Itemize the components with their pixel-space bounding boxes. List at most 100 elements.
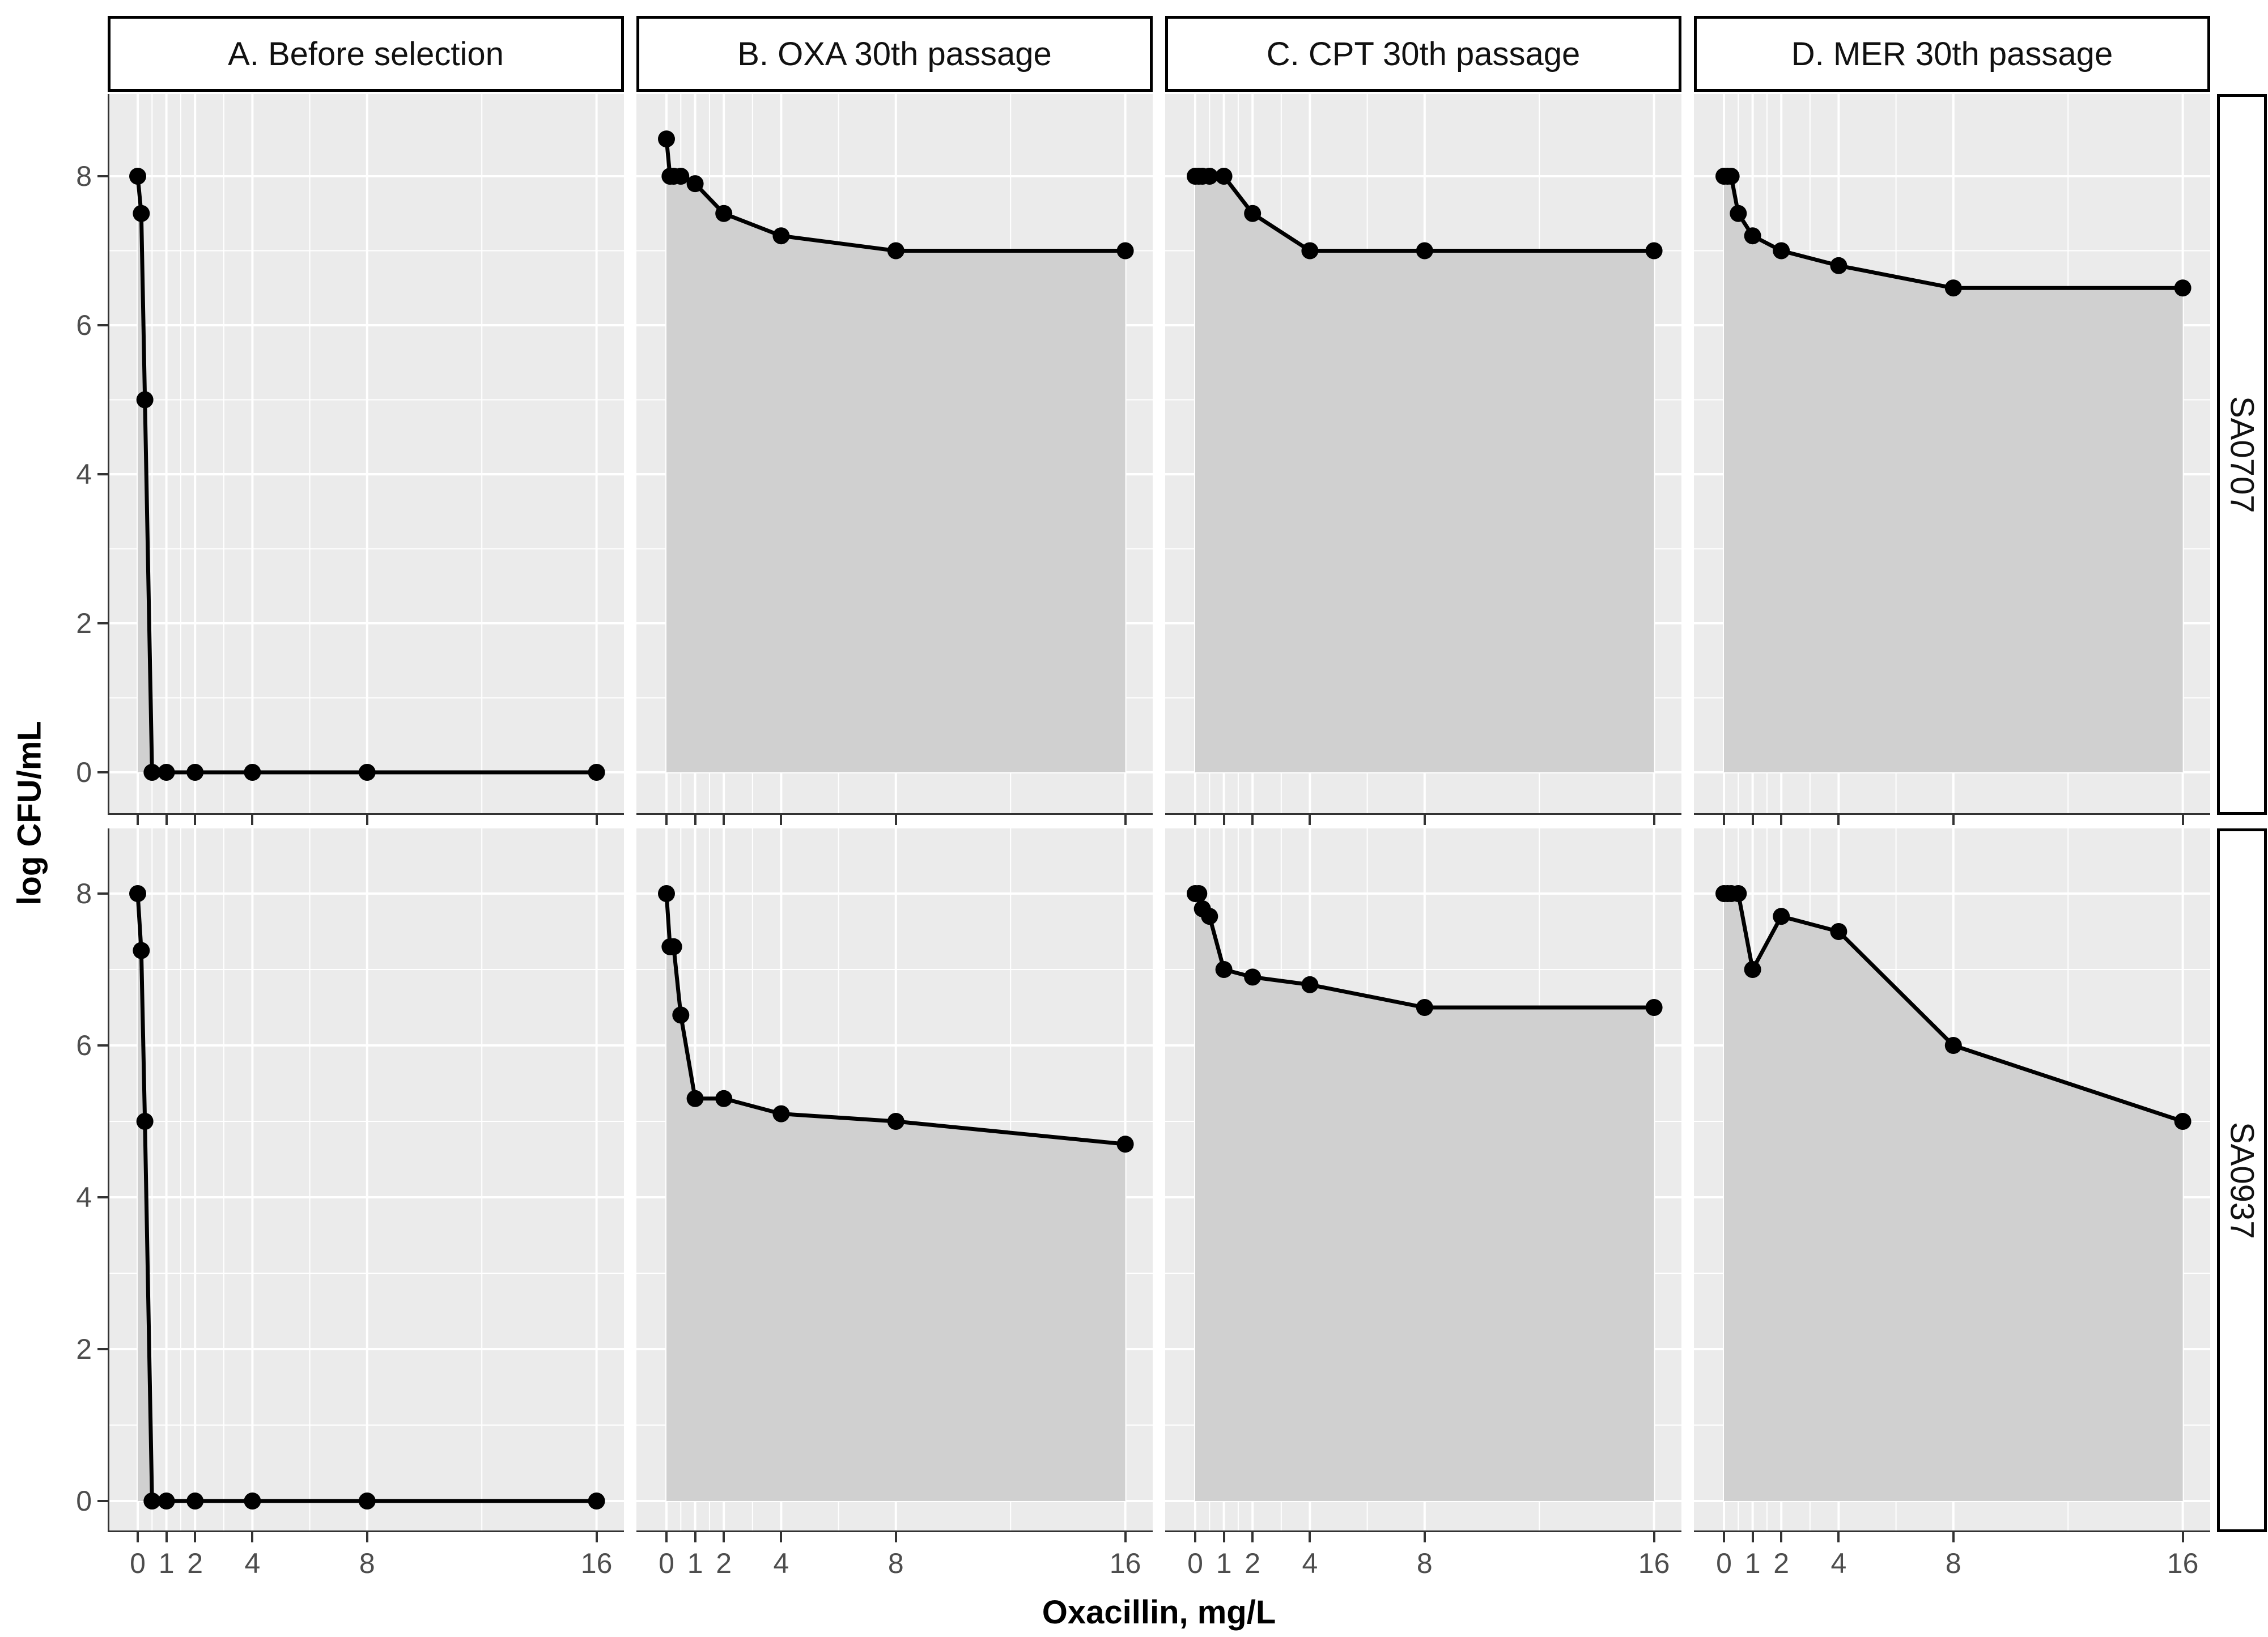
y-tick-label: 4 bbox=[76, 1181, 92, 1213]
data-point bbox=[133, 942, 150, 959]
x-tick-label: 4 bbox=[244, 1547, 261, 1579]
x-tickmark bbox=[1222, 1532, 1225, 1542]
data-point bbox=[186, 764, 204, 781]
data-point bbox=[658, 885, 675, 902]
data-point bbox=[1215, 168, 1233, 185]
x-tickmark bbox=[1194, 1532, 1196, 1542]
x-tickmark bbox=[665, 1532, 668, 1542]
x-tickmark bbox=[165, 1532, 168, 1542]
data-point bbox=[665, 938, 682, 955]
y-tickmark bbox=[97, 1500, 108, 1502]
data-point bbox=[1116, 242, 1134, 260]
x-tickmark bbox=[694, 815, 696, 825]
x-tickmark bbox=[1653, 815, 1655, 825]
panel-SA0707-col1 bbox=[108, 94, 624, 815]
x-tick-label: 8 bbox=[887, 1547, 904, 1579]
data-point bbox=[1244, 205, 1262, 222]
x-tick-label: 2 bbox=[187, 1547, 203, 1579]
x-tick-label: 8 bbox=[359, 1547, 375, 1579]
x-tickmark bbox=[1952, 1532, 1955, 1542]
x-tick-label: 16 bbox=[580, 1547, 613, 1579]
panel-SA0937-col4 bbox=[1694, 828, 2210, 1532]
data-point bbox=[1416, 999, 1433, 1016]
area-under-curve bbox=[1195, 176, 1654, 772]
x-axis-line bbox=[1694, 813, 2210, 815]
x-tickmark bbox=[1423, 1532, 1426, 1542]
data-point bbox=[1201, 908, 1218, 925]
facet-strip-col-label: A. Before selection bbox=[228, 35, 504, 73]
data-point bbox=[2174, 1113, 2191, 1130]
panel-plot-area bbox=[1694, 828, 2210, 1532]
x-tick-label: 4 bbox=[773, 1547, 789, 1579]
data-point bbox=[1944, 1037, 1962, 1054]
x-tickmark bbox=[1837, 1532, 1840, 1542]
data-point bbox=[1116, 1136, 1134, 1153]
data-point bbox=[136, 391, 154, 409]
data-point bbox=[1201, 168, 1218, 185]
x-tickmark bbox=[1751, 1532, 1754, 1542]
data-point bbox=[1416, 242, 1433, 260]
y-tick-label: 0 bbox=[76, 756, 92, 788]
x-tickmark bbox=[694, 1532, 696, 1542]
panel-plot-area bbox=[1165, 828, 1681, 1532]
facet-strip-col-4: D. MER 30th passage bbox=[1694, 16, 2210, 92]
x-tickmark bbox=[366, 815, 368, 825]
x-tick-label: 1 bbox=[158, 1547, 175, 1579]
panel-plot-area bbox=[636, 828, 1153, 1532]
panel-SA0937-col2 bbox=[636, 828, 1153, 1532]
panel-plot-area bbox=[636, 94, 1153, 815]
area-under-curve bbox=[1724, 176, 2183, 772]
x-tickmark bbox=[1309, 815, 1311, 825]
x-tick-label: 1 bbox=[687, 1547, 703, 1579]
panel-SA0707-col3 bbox=[1165, 94, 1681, 815]
data-point bbox=[715, 205, 733, 222]
data-point bbox=[887, 242, 904, 260]
x-tick-label: 0 bbox=[130, 1547, 146, 1579]
facet-strip-col-3: C. CPT 30th passage bbox=[1165, 16, 1681, 92]
x-axis-title: Oxacillin, mg/L bbox=[1042, 1594, 1276, 1631]
data-point bbox=[143, 764, 161, 781]
x-tickmark bbox=[194, 1532, 197, 1542]
x-axis-line bbox=[1165, 1530, 1681, 1532]
data-point bbox=[358, 1493, 376, 1510]
x-tickmark bbox=[595, 815, 598, 825]
y-tickmark bbox=[97, 1348, 108, 1350]
x-tickmark bbox=[780, 815, 783, 825]
data-point bbox=[715, 1090, 733, 1107]
x-tick-label: 16 bbox=[1109, 1547, 1141, 1579]
facet-strip-col-label: B. OXA 30th passage bbox=[737, 35, 1052, 73]
facet-strip-col-label: C. CPT 30th passage bbox=[1266, 35, 1581, 73]
data-point bbox=[158, 764, 175, 781]
data-point bbox=[1744, 227, 1761, 245]
x-tick-label: 2 bbox=[1245, 1547, 1261, 1579]
data-point bbox=[1645, 999, 1663, 1016]
data-point bbox=[588, 1493, 605, 1510]
x-axis-line bbox=[1694, 1530, 2210, 1532]
data-point bbox=[772, 227, 790, 245]
x-tickmark bbox=[1124, 1532, 1127, 1542]
y-tickmark bbox=[97, 324, 108, 326]
x-tickmark bbox=[137, 815, 139, 825]
x-tick-label: 8 bbox=[1945, 1547, 1961, 1579]
x-axis-line bbox=[1165, 813, 1681, 815]
y-tick-label: 8 bbox=[76, 878, 92, 909]
x-tickmark bbox=[1952, 815, 1955, 825]
y-tickmark bbox=[97, 1196, 108, 1198]
facet-strip-col-1: A. Before selection bbox=[108, 16, 624, 92]
panel-SA0707-col2 bbox=[636, 94, 1153, 815]
x-tickmark bbox=[1780, 815, 1783, 825]
x-axis-line bbox=[108, 1530, 624, 1532]
x-tickmark bbox=[1251, 1532, 1254, 1542]
data-point bbox=[244, 1493, 261, 1510]
data-point bbox=[772, 1105, 790, 1122]
y-tickmark bbox=[97, 622, 108, 624]
x-tickmark bbox=[723, 815, 725, 825]
data-point bbox=[1830, 923, 1847, 940]
facet-strip-row-2: SA0937 bbox=[2217, 828, 2267, 1532]
x-tick-label: 16 bbox=[1638, 1547, 1670, 1579]
y-tickmark bbox=[97, 771, 108, 773]
y-tick-label: 0 bbox=[76, 1485, 92, 1517]
data-point bbox=[186, 1493, 204, 1510]
data-point bbox=[1773, 242, 1790, 260]
